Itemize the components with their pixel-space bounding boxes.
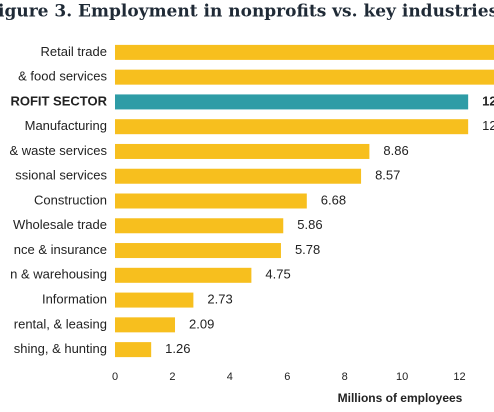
bar <box>115 69 494 85</box>
bar <box>115 44 494 60</box>
category-label: nce & insurance <box>14 242 107 257</box>
bar <box>115 342 152 358</box>
bar <box>115 218 284 234</box>
value-label: 6.68 <box>321 192 346 207</box>
x-tick-label: 8 <box>342 371 348 383</box>
bar <box>115 292 194 308</box>
bar <box>115 168 362 184</box>
bar <box>115 193 307 209</box>
x-tick-label: 6 <box>284 371 290 383</box>
x-tick-label: 12 <box>453 371 465 383</box>
value-label: 8.86 <box>383 143 408 158</box>
bar <box>115 317 176 333</box>
value-label: 1.26 <box>165 341 190 356</box>
chart-title: igure 3. Employment in nonprofits vs. ke… <box>0 2 494 22</box>
category-label: Information <box>42 292 107 307</box>
x-tick-label: 10 <box>396 371 408 383</box>
category-label: ROFIT SECTOR <box>10 93 107 108</box>
bar <box>115 119 469 135</box>
value-label: 8.57 <box>375 168 400 183</box>
x-tick-label: 0 <box>112 371 118 383</box>
value-label: 5.86 <box>297 217 322 232</box>
value-label: 2.73 <box>207 292 232 307</box>
x-tick-label: 2 <box>169 371 175 383</box>
category-label: Manufacturing <box>25 118 107 133</box>
x-axis-label: Millions of employees <box>338 391 463 405</box>
category-label: Wholesale trade <box>13 217 107 232</box>
category-label: & waste services <box>9 143 107 158</box>
x-tick-label: 4 <box>227 371 233 383</box>
category-label: ssional services <box>15 168 107 183</box>
category-label: rental, & leasing <box>14 316 107 331</box>
value-label: 12 <box>482 93 494 108</box>
bar <box>115 243 281 259</box>
value-label: 5.78 <box>295 242 320 257</box>
bar <box>115 143 370 159</box>
category-label: n & warehousing <box>10 267 107 282</box>
value-label: 4.75 <box>265 267 290 282</box>
category-label: Retail trade <box>41 44 107 59</box>
value-label: 12 <box>482 118 494 133</box>
bar <box>115 94 469 110</box>
category-label: & food services <box>18 69 107 84</box>
category-label: Construction <box>34 192 107 207</box>
bar <box>115 267 252 283</box>
value-label: 2.09 <box>189 316 214 331</box>
category-label: shing, & hunting <box>14 341 107 356</box>
